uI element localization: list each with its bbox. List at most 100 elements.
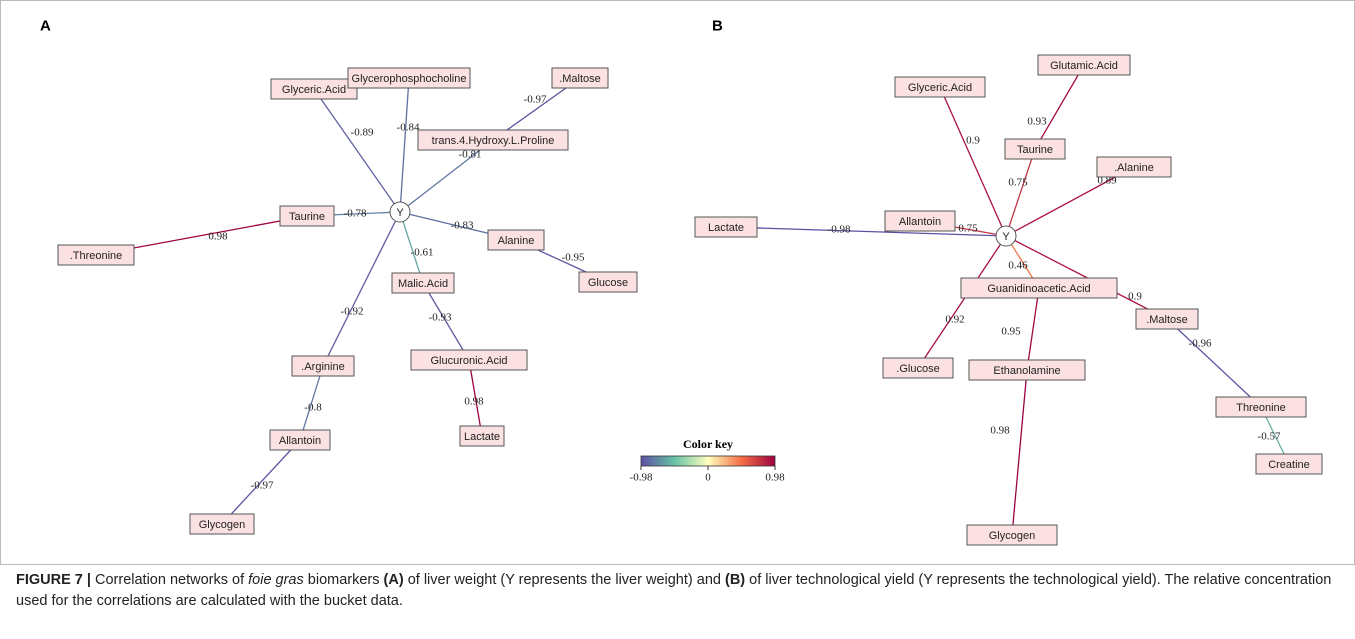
node-label: Glucose <box>588 277 628 289</box>
node: Glycogen <box>966 524 1058 546</box>
edge-label: -0.95 <box>562 252 585 264</box>
edge-label: -0.83 <box>451 220 474 232</box>
edge-label: -0.8 <box>304 402 322 414</box>
edge-label: -0.98 <box>828 224 851 236</box>
edge-labels: -0.89 -0.84 -0.81 -0.97 -0.78 0.98 -0.83 -0.95 -… <box>208 94 585 492</box>
node: .Glucose <box>882 357 954 379</box>
node-label: .Threonine <box>70 250 123 262</box>
edge-label: -0.97 <box>251 480 274 492</box>
edge <box>939 86 1007 237</box>
edge <box>399 139 494 213</box>
node-box <box>347 67 471 89</box>
edge-label: 0.75 <box>1008 177 1028 189</box>
node-box <box>694 216 758 238</box>
caption-part: biomarkers <box>303 572 384 588</box>
node-box <box>487 229 545 251</box>
edge-label: 0.9 <box>966 135 980 147</box>
node-label: Glycogen <box>989 530 1035 542</box>
edge-label: -0.92 <box>341 306 364 318</box>
node: .Maltose <box>551 67 609 89</box>
node-box <box>410 349 528 371</box>
center-circle <box>995 225 1017 247</box>
edge <box>468 359 483 437</box>
edge-label: 0.89 <box>1097 175 1117 187</box>
edge-label: -0.93 <box>429 312 452 324</box>
edge-label: -0.97 <box>524 94 547 106</box>
edge-label: 0.46 <box>1008 260 1028 272</box>
node: Lactate <box>694 216 758 238</box>
center-label: Y <box>396 207 404 219</box>
node-label: Glucuronic.Acid <box>430 355 507 367</box>
edge <box>1034 64 1085 150</box>
caption-part: of liver technological yield (Y represen… <box>16 572 1332 609</box>
edge <box>322 211 401 367</box>
node: Alanine <box>487 229 545 251</box>
edge-label: 0.9 <box>1128 291 1142 303</box>
node: Malic.Acid <box>391 272 455 294</box>
node-box <box>968 359 1086 381</box>
node-box <box>1037 54 1131 76</box>
node-label: .Maltose <box>559 73 601 85</box>
edges <box>725 64 1290 536</box>
node: Creatine <box>1255 453 1323 475</box>
edge <box>422 282 470 361</box>
node: .Alanine <box>1096 156 1172 178</box>
nodes: Glyceric.Acid Glutamic.Acid Taurine .Alanin… <box>694 54 1323 546</box>
node: Allantoin <box>269 429 331 451</box>
color-key: Color key -0.98 0 0.98 <box>630 437 786 484</box>
node: Glycerophosphocholine <box>347 67 471 89</box>
network-panel: A -0.89 -0.84 -0.81 -0.97 -0.78 0.98 -0.83 -0.95… <box>40 17 638 535</box>
node-box <box>960 277 1118 299</box>
caption-part: Correlation networks of <box>95 572 249 588</box>
node: Glucose <box>578 271 638 293</box>
node-label: Glycerophosphocholine <box>352 73 467 85</box>
panel-label: B <box>712 17 723 34</box>
edge-label: 0.95 <box>1001 326 1021 338</box>
node-label: Taurine <box>1017 144 1053 156</box>
edge <box>399 211 424 284</box>
center-node: Y <box>389 201 411 223</box>
node-box <box>391 272 455 294</box>
edge-label: -0.96 <box>1189 338 1212 350</box>
node: trans.4.Hydroxy.L.Proline <box>417 129 569 151</box>
caption-part: (B) <box>724 572 746 588</box>
edge <box>299 365 324 441</box>
figure-border <box>0 0 1355 565</box>
node: Guanidinoacetic.Acid <box>960 277 1118 299</box>
node-label: Lactate <box>708 222 744 234</box>
edge <box>725 226 1007 237</box>
node: Ethanolamine <box>968 359 1086 381</box>
node-box <box>966 524 1058 546</box>
node-box <box>459 425 505 447</box>
node: Glyceric.Acid <box>894 76 986 98</box>
node-label: Taurine <box>289 211 325 223</box>
node: .Arginine <box>291 355 355 377</box>
node: Glucuronic.Acid <box>410 349 528 371</box>
node-box <box>279 205 335 227</box>
node-box <box>884 210 956 232</box>
edge-label: -0.57 <box>1258 431 1281 443</box>
color-key-bar <box>640 455 776 467</box>
edge <box>1011 369 1028 536</box>
figure: A -0.89 -0.84 -0.81 -0.97 -0.78 0.98 -0.83 -0.95… <box>0 0 1355 565</box>
node-label: Glyceric.Acid <box>282 84 346 96</box>
node-label: .Arginine <box>301 361 344 373</box>
node-label: Malic.Acid <box>398 278 448 290</box>
nodes: Glyceric.Acid Glycerophosphocholine .Malto… <box>57 67 638 535</box>
edge <box>1005 166 1135 237</box>
color-key-title: Color key <box>683 437 733 451</box>
edge <box>221 439 301 525</box>
node-label: Glyceric.Acid <box>908 82 972 94</box>
node-label: Glutamic.Acid <box>1050 60 1118 72</box>
node-box <box>1255 453 1323 475</box>
edge-label: 0.98 <box>208 231 228 243</box>
node-box <box>894 76 986 98</box>
node-label: .Maltose <box>1146 314 1188 326</box>
caption-part: foie gras <box>248 572 304 588</box>
node-box <box>1135 308 1199 330</box>
color-key-tick-label: 0 <box>705 472 711 484</box>
edge-label: 0.98 <box>464 396 484 408</box>
caption-part: FIGURE 7 | <box>16 572 95 588</box>
node-box <box>417 129 569 151</box>
